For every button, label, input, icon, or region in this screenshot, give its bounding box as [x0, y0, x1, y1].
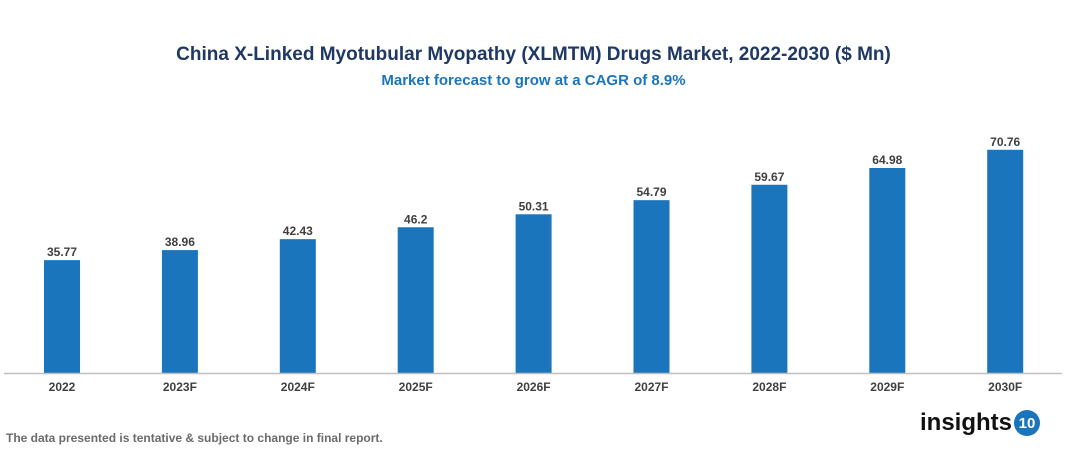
bar [44, 260, 80, 373]
logo-text: insights [920, 409, 1013, 436]
data-label: 59.67 [754, 170, 784, 184]
data-label: 70.76 [990, 135, 1020, 149]
data-label: 64.98 [872, 153, 902, 167]
bar [751, 184, 788, 373]
chart-subtitle: Market forecast to grow at a CAGR of 8.9… [381, 72, 686, 89]
bar [515, 214, 552, 373]
data-label: 35.77 [47, 245, 77, 259]
bar [161, 250, 198, 373]
x-tick-label: 2025F [399, 380, 433, 394]
data-label: 42.43 [283, 224, 313, 238]
insights10-logo: insights 10 [920, 409, 1041, 437]
data-label: 54.79 [636, 185, 666, 199]
x-tick-label: 2026F [517, 380, 551, 394]
bar [869, 168, 906, 373]
x-tick-label: 2029F [870, 380, 904, 394]
x-tick-label: 2027F [634, 380, 668, 394]
bar [987, 149, 1024, 373]
data-label: 50.31 [519, 199, 549, 213]
chart-title: China X-Linked Myotubular Myopathy (XLMT… [176, 44, 891, 65]
x-tick-label: 2022 [49, 380, 76, 394]
bar [279, 239, 316, 373]
logo-badge: 10 [1014, 410, 1041, 436]
x-tick-label: 2024F [281, 380, 315, 394]
x-tick-label: 2030F [988, 380, 1022, 394]
data-label: 38.96 [165, 235, 195, 249]
x-tick-label: 2028F [752, 380, 786, 394]
x-tick-label: 2023F [163, 380, 197, 394]
bar [633, 200, 670, 373]
footnote: The data presented is tentative & subjec… [6, 431, 383, 445]
data-label: 46.2 [404, 212, 428, 226]
bar [397, 227, 434, 373]
